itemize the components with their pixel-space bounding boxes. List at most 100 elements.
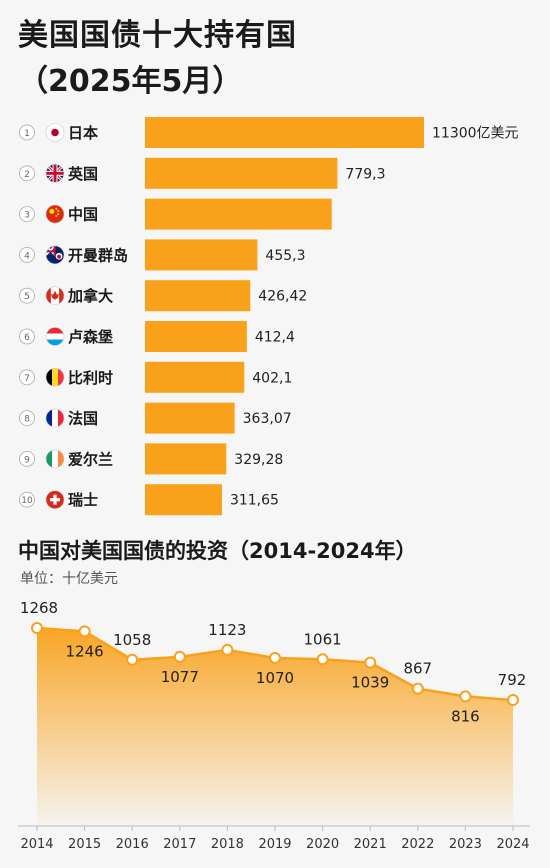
value-label: 412,4 <box>255 330 295 346</box>
country-label: 英国 <box>68 165 98 183</box>
bar-row: 2 英国 779,3 <box>19 157 386 189</box>
data-label: 1123 <box>208 621 246 639</box>
area-fill <box>37 628 513 826</box>
x-tick-label: 2019 <box>258 837 291 852</box>
value-label: 779,3 <box>345 166 385 182</box>
country-label: 加拿大 <box>67 287 113 305</box>
value-label: 363,07 <box>243 411 292 427</box>
switzerland-flag-icon <box>45 490 65 510</box>
data-label: 867 <box>403 660 432 678</box>
rank-number: 3 <box>24 211 30 221</box>
data-label: 1246 <box>66 642 104 660</box>
data-point <box>507 694 519 706</box>
x-tick-label: 2021 <box>354 837 387 852</box>
bar-row: 9 爱尔兰 329,28 <box>19 443 283 475</box>
cayman-islands-flag-icon <box>45 245 65 265</box>
rank-number: 10 <box>21 496 33 506</box>
unit-label: 单位：十亿美元 <box>20 571 118 587</box>
bar-row: 4 开曼群岛 455,3 <box>19 239 306 271</box>
data-point <box>78 625 91 638</box>
bar <box>145 198 332 230</box>
rank-number: 5 <box>24 292 30 302</box>
country-label: 日本 <box>68 124 98 142</box>
rank-badge <box>19 328 35 345</box>
canada-flag-icon <box>45 286 65 305</box>
x-tick-label: 2018 <box>211 837 244 852</box>
value-label: 402,1 <box>252 370 292 386</box>
x-tick-label: 2015 <box>68 837 101 852</box>
bar <box>145 239 258 271</box>
data-point <box>221 643 234 656</box>
rank-badge <box>19 287 35 304</box>
bar <box>145 402 235 434</box>
data-label: 816 <box>451 707 480 725</box>
rank-number: 7 <box>24 374 30 384</box>
value-label: 329,28 <box>234 452 283 468</box>
country-label: 开曼群岛 <box>68 246 128 264</box>
x-tick-label: 2020 <box>306 837 339 852</box>
rank-badge <box>19 124 35 141</box>
rank-number: 2 <box>24 170 30 180</box>
rank-number: 1 <box>24 129 30 139</box>
data-point <box>126 653 139 666</box>
data-point <box>316 653 329 666</box>
top-holders-bar-chart: 1 日本 11300亿美元 2 英国 779,3 3 中国 4 开曼群岛 455,3 5 加拿大 426,… <box>19 117 519 516</box>
country-label: 瑞士 <box>68 491 98 509</box>
bar-row: 10 瑞士 311,65 <box>19 484 279 516</box>
bar <box>145 157 338 189</box>
bar <box>145 117 424 148</box>
data-label: 1061 <box>304 630 342 648</box>
bar-chart-subtitle: （2025年5月） <box>18 64 243 99</box>
data-label: 792 <box>498 671 527 689</box>
japan-flag-icon <box>45 123 65 142</box>
data-point <box>411 682 424 695</box>
value-label: 11300亿美元 <box>432 126 519 142</box>
rank-badge <box>19 165 35 182</box>
country-label: 中国 <box>68 206 98 224</box>
china-holdings-area-chart: 1268 2014 1246 2015 1058 2016 1077 2017 1123 2018… <box>18 599 530 852</box>
bar <box>145 484 222 516</box>
value-label: 426,42 <box>258 289 307 305</box>
country-label: 卢森堡 <box>68 328 113 346</box>
data-label: 1039 <box>351 674 389 692</box>
rank-badge <box>19 369 35 386</box>
data-point <box>459 690 472 703</box>
bar-row: 8 法国 363,07 <box>19 402 292 434</box>
bar-row: 7 比利时 402,1 <box>19 361 292 393</box>
x-tick-label: 2023 <box>449 837 482 852</box>
ireland-flag-icon <box>45 449 65 469</box>
value-label: 455,3 <box>265 248 305 264</box>
country-label: 比利时 <box>68 369 113 387</box>
bar-row: 5 加拿大 426,42 <box>19 280 307 312</box>
x-tick-label: 2014 <box>20 837 53 852</box>
data-label: 1077 <box>161 668 199 686</box>
china-flag-icon <box>45 204 65 224</box>
x-tick-label: 2017 <box>163 837 196 852</box>
luxembourg-flag-icon <box>45 327 65 346</box>
rank-badge <box>19 246 35 263</box>
france-flag-icon <box>45 408 65 428</box>
rank-badge <box>19 206 35 222</box>
rank-number: 6 <box>24 333 30 343</box>
rank-number: 8 <box>24 415 30 425</box>
data-point <box>364 656 377 669</box>
bar-row: 3 中国 <box>19 198 332 230</box>
data-label: 1268 <box>20 599 58 617</box>
belgium-flag-icon <box>45 367 65 387</box>
data-label: 1058 <box>113 631 151 649</box>
bar-chart-title: 美国国债十大持有国 <box>18 18 297 53</box>
data-point <box>31 622 43 634</box>
uk-flag-icon <box>45 164 65 183</box>
data-point <box>269 651 281 664</box>
bar <box>145 321 247 352</box>
rank-number: 4 <box>24 251 30 261</box>
bar-row: 1 日本 11300亿美元 <box>19 117 519 148</box>
rank-badge <box>19 410 35 427</box>
rank-number: 9 <box>24 455 30 465</box>
x-tick-label: 2016 <box>116 837 149 852</box>
value-label: 311,65 <box>230 493 279 509</box>
bar <box>145 361 245 393</box>
bar <box>145 443 227 475</box>
rank-badge <box>19 491 35 508</box>
